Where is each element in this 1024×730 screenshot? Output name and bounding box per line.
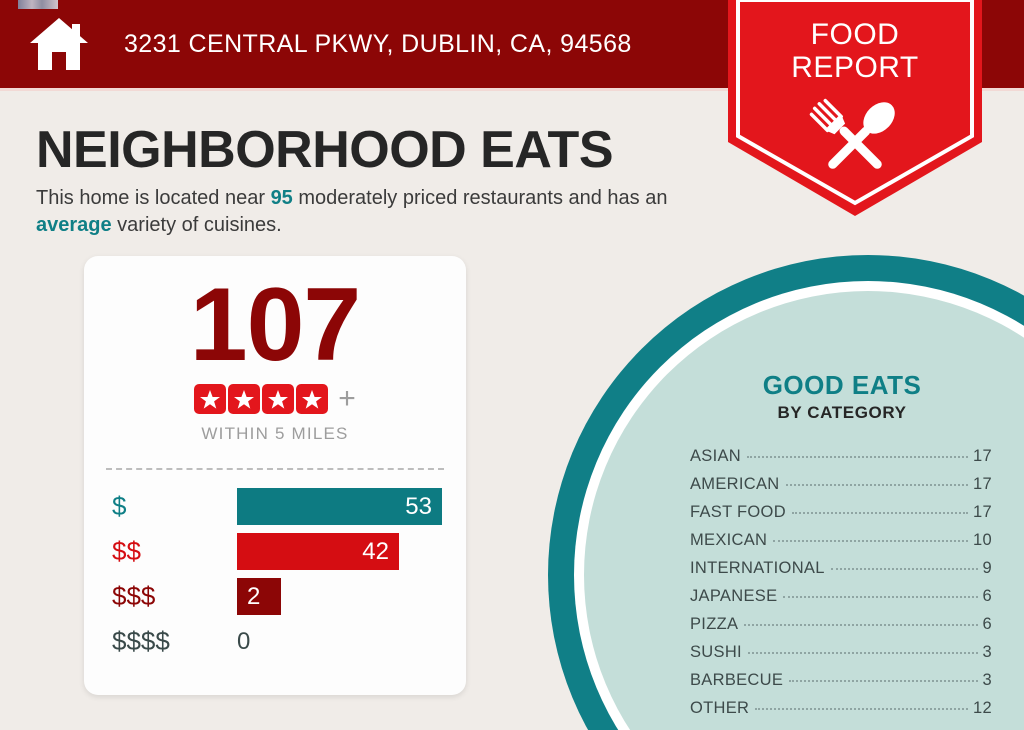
category-name: JAPANESE [690,587,778,605]
category-name: OTHER [690,699,750,717]
category-name: SUSHI [690,643,742,661]
category-name: MEXICAN [690,531,768,549]
price-bar-chart: $53 $$ 42 $$$ 2 $$$$ 0 [84,484,466,664]
header-address: 3231 CENTRAL PKWY, DUBLIN, CA, 94568 [124,29,632,58]
category-list: ASIAN 17 AMERICAN 17 FAST FOOD 17 MEXICAN 10 INT… [660,447,1024,718]
star-icon [296,384,329,414]
badge-line1: FOOD [810,18,900,51]
subhead-part1: This home is located near [36,187,271,209]
category-row: INTERNATIONAL 9 [690,559,992,578]
price-level-label: $$ [112,536,141,566]
price-bar: 42 [237,533,399,570]
price-bar-area: 42 [237,533,466,570]
variety-level: average [36,214,112,236]
category-count: 10 [973,531,992,549]
badge-line2: REPORT [791,51,919,84]
category-count: 17 [973,503,992,521]
leader-dots [773,540,969,542]
category-row: OTHER 12 [690,699,992,718]
star-plus: + [338,382,356,415]
total-restaurants: 107 [189,267,362,383]
radius-label: WITHIN 5 MILES [201,424,349,443]
category-count: 3 [982,671,992,689]
star-rating: + [84,384,466,414]
price-row: $$ 42 [112,529,466,574]
restaurant-count: 95 [270,187,293,209]
leader-dots [789,680,978,682]
card-divider [106,468,444,470]
header-underline [0,88,1024,91]
leader-dots [747,652,978,654]
price-level-label: $ [112,491,127,521]
badge-text: FOOD REPORT [728,18,982,84]
category-name: BARBECUE [690,671,784,689]
screen-artifact [18,0,58,9]
category-count: 12 [973,699,992,717]
good-eats-subtitle: BY CATEGORY [777,403,907,422]
category-name: ASIAN [690,447,742,465]
category-row: ASIAN 17 [690,447,992,466]
page-title: NEIGHBORHOOD EATS [36,121,614,179]
category-count: 6 [982,587,992,605]
star-icon [228,384,261,414]
category-row: BARBECUE 3 [690,671,992,690]
category-row: JAPANESE 6 [690,587,992,606]
price-row: $53 [112,484,466,529]
leader-dots [783,596,978,598]
category-row: FAST FOOD 17 [690,503,992,522]
home-icon [28,16,90,72]
price-bar-area: 2 [237,578,466,615]
leader-dots [791,512,969,514]
category-count: 17 [973,475,992,493]
price-bar-zero-value: 0 [237,628,251,655]
price-bar-area: 0 [237,623,466,660]
category-name: INTERNATIONAL [690,559,825,577]
leader-dots [785,484,969,486]
leader-dots [755,708,969,710]
subhead-part2: moderately priced restaurants and has an [292,187,668,209]
leader-dots [747,456,969,458]
spoon-fork-icon [809,98,895,169]
stats-card: 107 + WITHIN 5 MILES $53 $$ 42 $$$ 2 $$$$ 0 [84,256,466,695]
category-row: AMERICAN 17 [690,475,992,494]
price-level-label: $$$ [112,581,156,611]
price-level-label: $$$$ [112,626,170,656]
category-row: MEXICAN 10 [690,531,992,550]
teal-circle-graphic [548,255,1024,730]
price-bar: 53 [237,488,442,525]
category-row: SUSHI 3 [690,643,992,662]
category-name: FAST FOOD [690,503,786,521]
category-count: 6 [982,615,992,633]
price-bar-area: 53 [237,488,466,525]
category-row: PIZZA 6 [690,615,992,634]
leader-dots [744,624,978,626]
category-count: 3 [982,643,992,661]
category-count: 9 [982,559,992,577]
page-subtitle: This home is located near 95 moderately … [36,185,716,239]
food-report-badge: FOOD REPORT [728,0,982,216]
price-row: $$$ 2 [112,574,466,619]
star-icon [194,384,227,414]
subhead-part3: variety of cuisines. [111,214,282,236]
price-row: $$$$ 0 [112,619,466,664]
good-eats-panel: GOOD EATS BY CATEGORY ASIAN 17 AMERICAN 17 F… [660,370,1024,727]
leader-dots [830,568,978,570]
category-name: AMERICAN [690,475,780,493]
price-bar: 2 [237,578,281,615]
category-count: 17 [973,447,992,465]
star-icon [262,384,295,414]
good-eats-title: GOOD EATS [762,370,922,400]
category-name: PIZZA [690,615,739,633]
